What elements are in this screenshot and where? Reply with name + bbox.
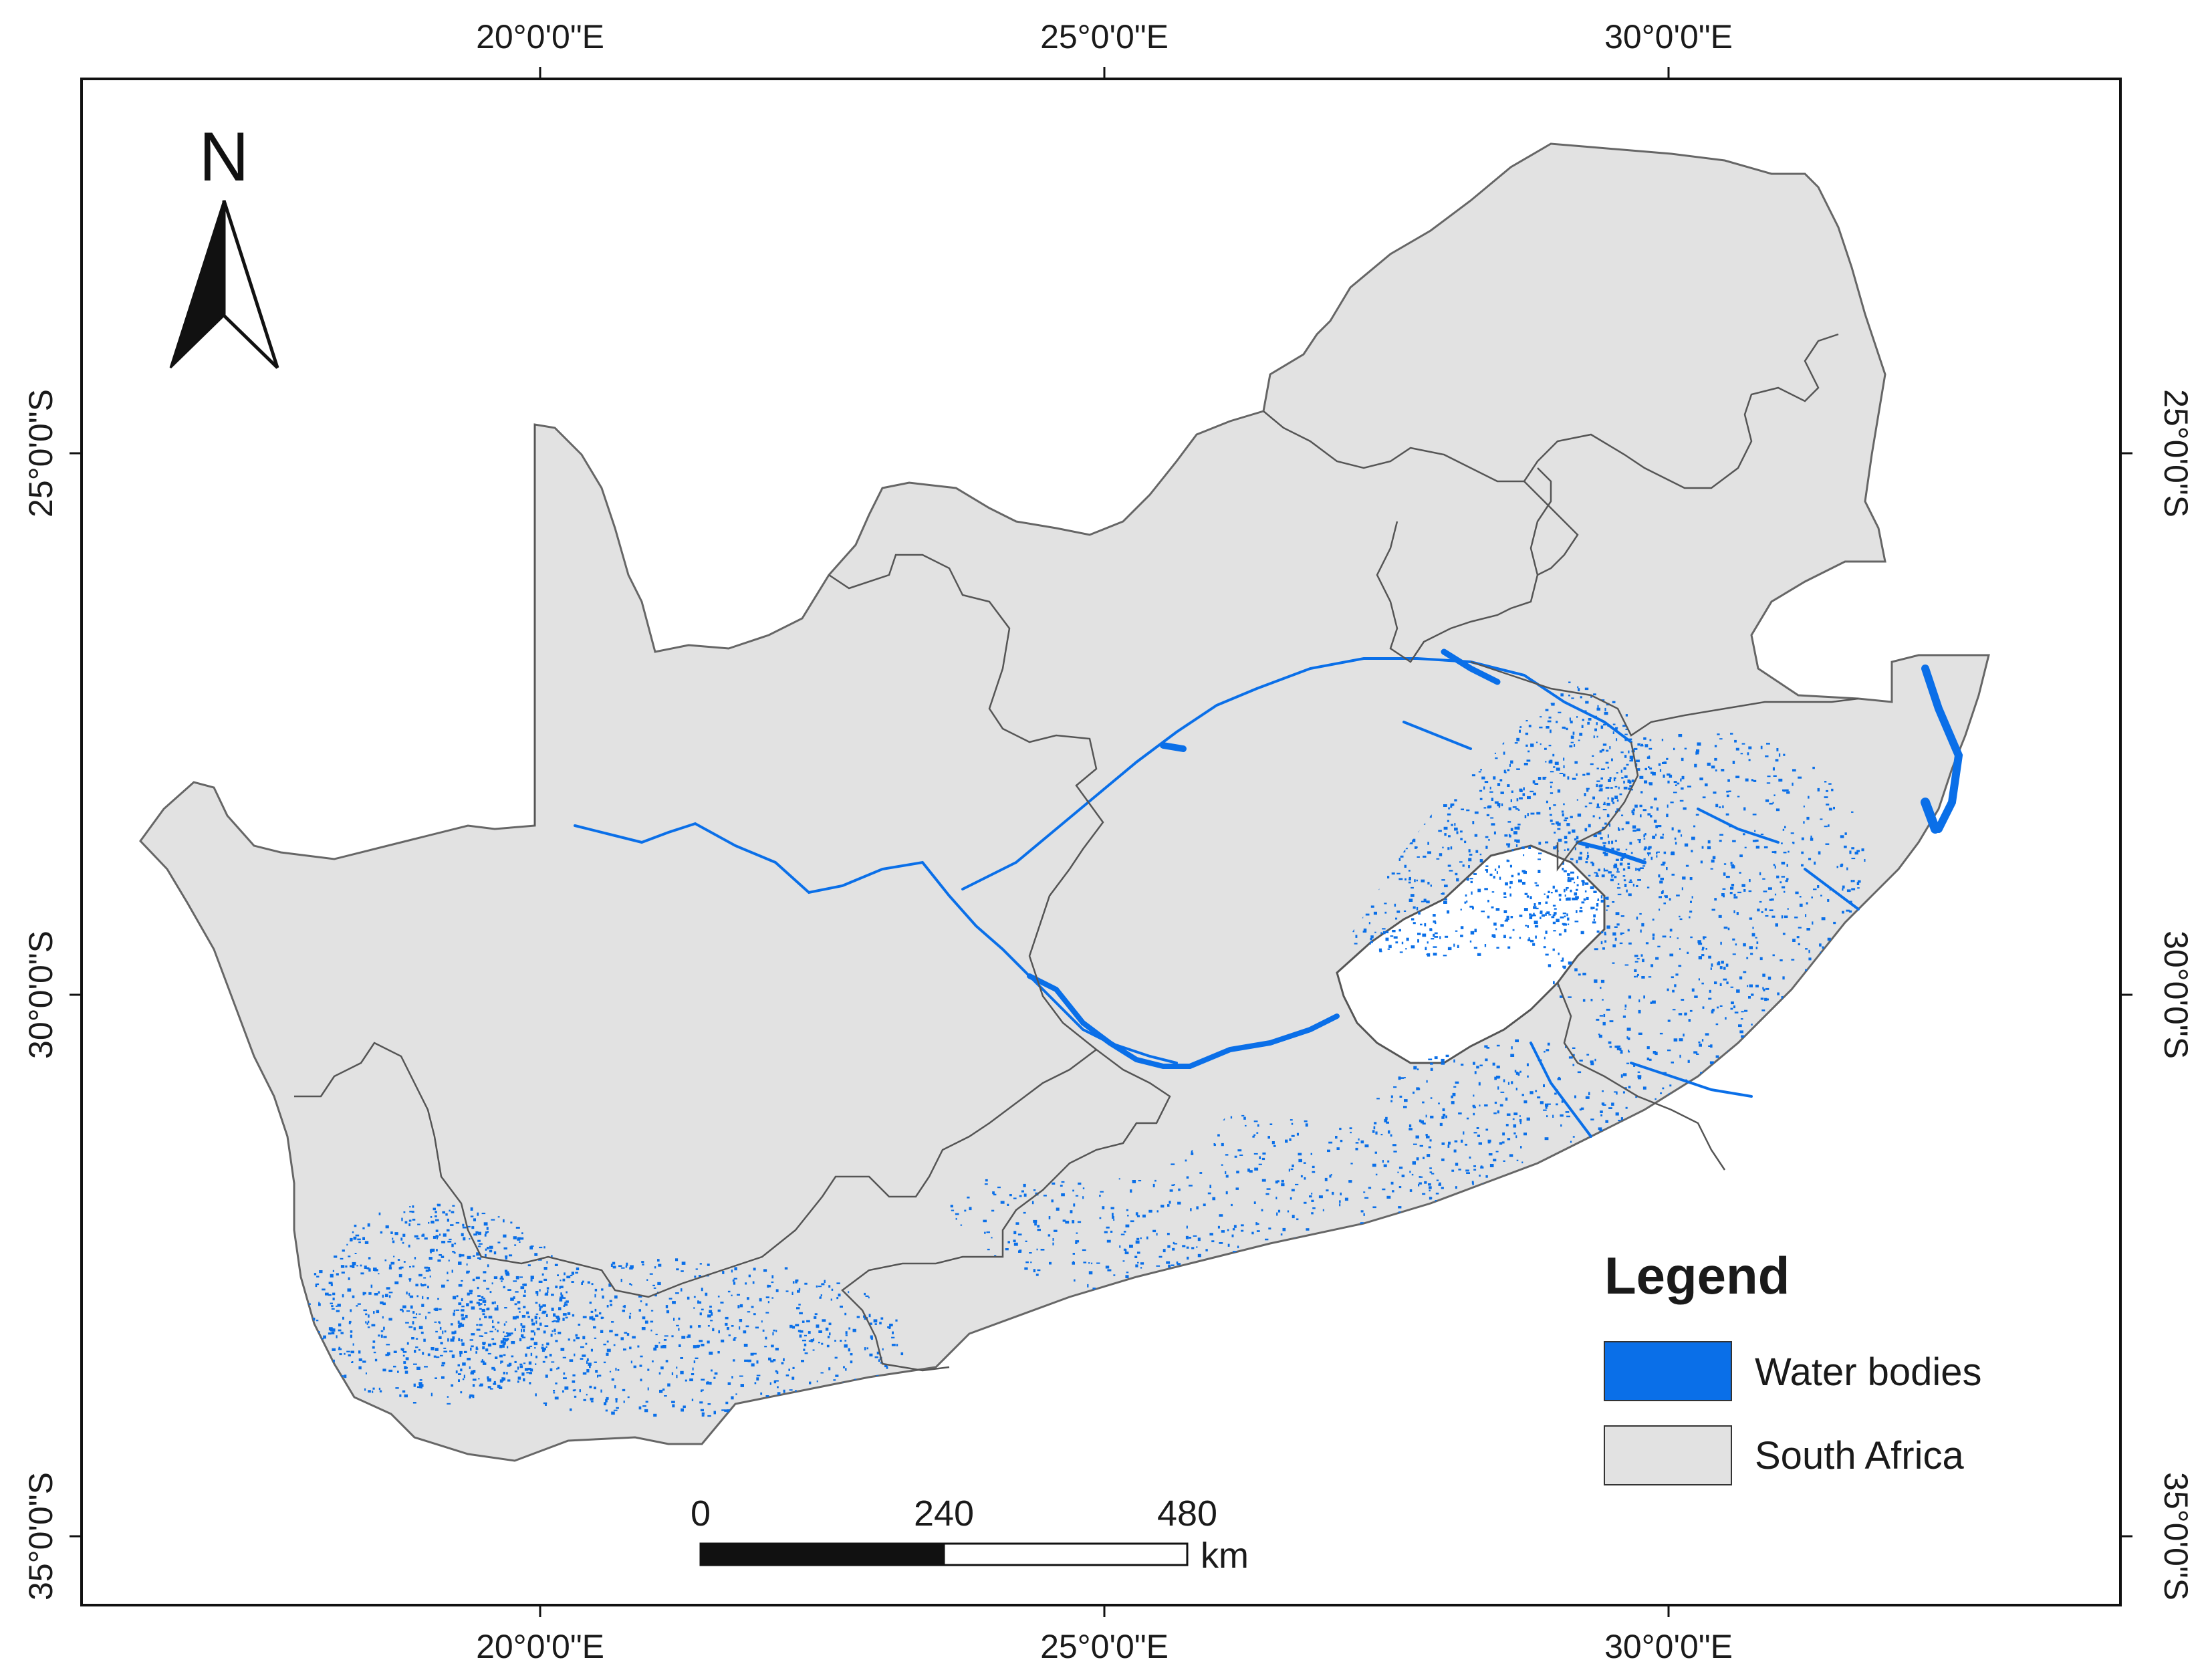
lat-label-left-2: 35°0'0"S <box>22 1472 59 1600</box>
legend: Legend Water bodies South Africa <box>1604 1246 1982 1485</box>
lat-label-right-2: 35°0'0"S <box>2157 1472 2195 1600</box>
lat-label-right-0: 25°0'0"S <box>2157 389 2195 517</box>
scale-tick-0: 0 <box>691 1493 711 1534</box>
scale-bar: 0 240 480 km <box>691 1493 1249 1576</box>
scale-bar-black-segment <box>699 1542 945 1566</box>
scale-tick-240: 240 <box>914 1493 974 1534</box>
rivers <box>574 648 1963 1138</box>
north-arrow-label: N <box>199 118 249 196</box>
lon-label-top-0: 20°0'0"E <box>476 18 604 55</box>
scale-tick-480: 480 <box>1157 1493 1217 1534</box>
lat-label-left-0: 25°0'0"S <box>22 389 59 517</box>
legend-swatch-south-africa <box>1604 1425 1732 1485</box>
lon-label-top-1: 25°0'0"E <box>1040 18 1169 55</box>
lon-label-bottom-2: 30°0'0"E <box>1604 1628 1733 1665</box>
legend-swatch-water-bodies <box>1604 1341 1732 1401</box>
north-arrow: N <box>169 118 279 369</box>
scale-unit: km <box>1201 1536 1249 1576</box>
lat-label-right-1: 30°0'0"S <box>2157 931 2195 1059</box>
lon-label-top-2: 30°0'0"E <box>1604 18 1733 55</box>
south-africa-land <box>139 142 1990 1462</box>
lon-label-bottom-1: 25°0'0"E <box>1040 1628 1169 1665</box>
scale-bar-white-segment <box>943 1542 1189 1566</box>
lon-label-bottom-0: 20°0'0"E <box>476 1628 604 1665</box>
graticule: 20°0'0"E 20°0'0"E 25°0'0"E 25°0'0"E 30°0'0"E… <box>22 18 2195 1665</box>
legend-label-water-bodies: Water bodies <box>1755 1350 1982 1394</box>
lat-label-left-1: 30°0'0"S <box>22 931 59 1059</box>
provincial-borders <box>294 333 1859 1372</box>
legend-label-south-africa: South Africa <box>1755 1434 1964 1477</box>
legend-title: Legend <box>1604 1246 1790 1305</box>
north-arrow-right-half-icon <box>222 200 279 369</box>
